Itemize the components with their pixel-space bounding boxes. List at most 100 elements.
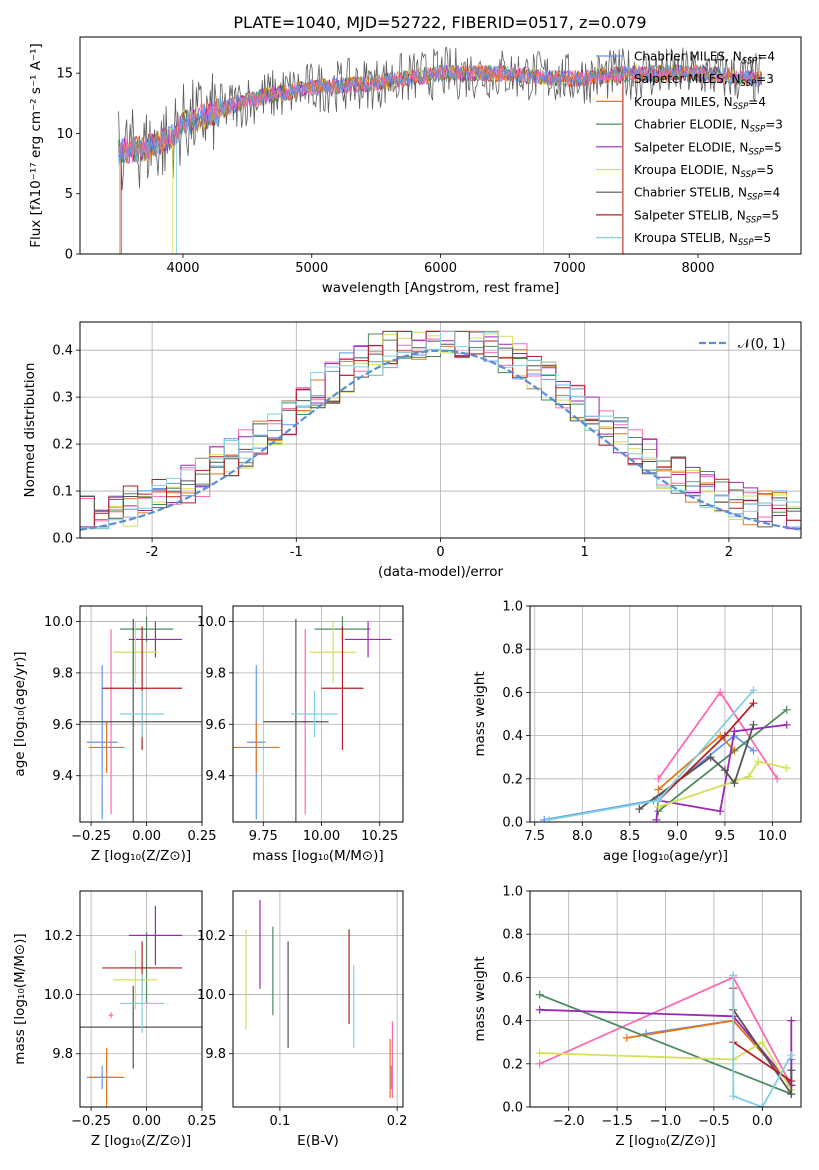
weight-marker xyxy=(635,805,644,814)
weight-marker xyxy=(782,720,791,729)
line-group xyxy=(535,971,796,1107)
chart-age-vs-mass: 9.75 10.00 10.25 9.4 9.6 9.8 10.0 mass [log₁₀(M… xyxy=(197,605,404,864)
weight-marker xyxy=(535,1059,544,1068)
weight-marker xyxy=(749,746,758,755)
x-axis-label: Z [log₁₀(Z/Z⊙)] xyxy=(615,1133,715,1149)
weight-marker xyxy=(535,1005,544,1014)
y-tick-label: 0.4 xyxy=(502,1014,523,1029)
plot-frame xyxy=(232,890,404,1108)
y-tick-label: 9.6 xyxy=(205,718,226,733)
histogram-series xyxy=(80,330,801,530)
weight-marker xyxy=(787,1090,796,1099)
y-tick-label: 0.3 xyxy=(52,391,73,406)
y-tick-label: 9.4 xyxy=(205,769,226,784)
weight-marker xyxy=(787,1077,796,1086)
y-tick-label: 10.2 xyxy=(197,929,226,944)
y-tick-label: 0 xyxy=(65,248,73,263)
x-tick-label: 10.0 xyxy=(758,829,787,844)
y-tick-label: 0.2 xyxy=(502,1057,523,1072)
spectrum-lines xyxy=(118,46,763,254)
x-tick-label: 9.75 xyxy=(249,829,278,844)
x-tick-label: −0.25 xyxy=(71,1114,111,1129)
legend-label: Kroupa MILES, NSSP=4 xyxy=(634,95,766,112)
x-tick-label: 6000 xyxy=(424,261,457,276)
weight-marker xyxy=(652,815,661,822)
weight-marker xyxy=(787,1051,796,1060)
figure-title: PLATE=1040, MJD=52722, FIBERID=0517, z=0… xyxy=(233,13,646,32)
legend-label: Salpeter ELODIE, NSSP=5 xyxy=(634,140,782,157)
weight-line xyxy=(657,702,755,802)
legend-label: Salpeter STELIB, NSSP=5 xyxy=(634,208,779,225)
weight-marker xyxy=(744,772,753,781)
y-tick-label: 9.8 xyxy=(52,666,73,681)
weight-marker xyxy=(754,757,763,766)
x-tick-label: 0.2 xyxy=(387,1114,408,1129)
weight-marker xyxy=(545,815,554,822)
weight-marker xyxy=(749,720,758,729)
y-tick-label: 0.2 xyxy=(52,438,73,453)
y-tick-label: 0.2 xyxy=(502,772,523,787)
weight-marker xyxy=(758,1103,767,1107)
plot-frame xyxy=(232,605,404,823)
weight-line xyxy=(626,1019,792,1087)
weight-line xyxy=(658,760,787,808)
x-tick-label: 0.25 xyxy=(188,1114,217,1129)
y-axis-label: mass [log₁₀(M/M⊙)] xyxy=(12,933,28,1064)
y-tick-label: 0.4 xyxy=(502,729,523,744)
weight-marker xyxy=(654,796,663,805)
weight-line xyxy=(544,734,755,821)
y-tick-label: 10.0 xyxy=(197,988,226,1003)
y-tick-label: 0.6 xyxy=(502,686,523,701)
x-tick-label: 10.25 xyxy=(361,829,398,844)
weight-marker xyxy=(654,774,663,783)
y-tick-label: 0.0 xyxy=(502,816,523,831)
y-tick-label: 5 xyxy=(65,187,73,202)
x-tick-label: 9.0 xyxy=(667,829,688,844)
x-tick-label: 0.0 xyxy=(752,1114,773,1129)
normal-curve xyxy=(80,349,801,531)
legend-label: Chabrier MILES, NSSP=4 xyxy=(634,50,775,67)
legend-label: Salpeter MILES, NSSP=3 xyxy=(634,72,774,89)
y-tick-label: 9.8 xyxy=(205,666,226,681)
y-tick-label: 0.8 xyxy=(502,928,523,943)
x-tick-label: 10.00 xyxy=(303,829,340,844)
errorbar-group xyxy=(233,616,392,822)
plot-frame xyxy=(79,890,203,1108)
x-tick-label: 5000 xyxy=(295,261,328,276)
x-tick-label: 2 xyxy=(725,545,733,560)
x-tick-label: -1 xyxy=(290,545,303,560)
x-tick-label: 1 xyxy=(581,545,589,560)
plot-frame xyxy=(79,605,203,823)
chart-mass-vs-z: −0.25 0.00 0.25 9.8 10.0 10.2 Z [log₁₀(Z/Z⊙)] m… xyxy=(12,890,217,1149)
x-tick-label: −2.0 xyxy=(553,1114,585,1129)
x-tick-label: 8.5 xyxy=(619,829,640,844)
y-tick-label: 10 xyxy=(56,127,73,142)
y-tick-label: 1.0 xyxy=(502,885,523,900)
x-tick-label: −1.5 xyxy=(601,1114,633,1129)
x-tick-label: 8.0 xyxy=(572,829,593,844)
chart-age-vs-z: −0.25 0.00 0.25 9.4 9.6 9.8 10.0 Z [log₁₀(Z/Z⊙)… xyxy=(12,605,217,864)
legend-label: Kroupa ELODIE, NSSP=5 xyxy=(634,163,774,180)
x-tick-label: 0 xyxy=(436,545,444,560)
y-tick-label: 10.0 xyxy=(44,988,73,1003)
spectrum-line xyxy=(118,63,763,164)
y-tick-label: 9.6 xyxy=(52,718,73,733)
y-axis-label: age [log₁₀(age/yr)] xyxy=(12,651,28,776)
y-tick-label: 10.2 xyxy=(44,929,73,944)
x-tick-label: 0.25 xyxy=(188,829,217,844)
weight-marker xyxy=(730,779,739,788)
x-axis-label: mass [log₁₀(M/M⊙)] xyxy=(252,848,383,864)
y-axis-label: mass weight xyxy=(472,671,488,756)
spectrum-line xyxy=(118,63,763,254)
x-tick-label: −0.25 xyxy=(71,829,111,844)
spectrum-line xyxy=(118,64,763,254)
x-axis-label: wavelength [Angstrom, rest frame] xyxy=(322,280,560,296)
x-tick-label: 7.5 xyxy=(524,829,545,844)
spectrum-line xyxy=(118,63,763,254)
legend-label: Chabrier STELIB, NSSP=4 xyxy=(634,186,780,203)
weight-marker xyxy=(716,807,725,816)
chart-residuals: -2 -1 0 1 2 0.0 0.1 0.2 0.3 0.4 (data-model)/error… xyxy=(22,321,802,580)
y-tick-label: 9.8 xyxy=(205,1047,226,1062)
chart-weight-vs-z: −2.0 −1.5 −1.0 −0.5 0.0 0.0 0.2 0.4 0.6 0.8 1.0 Z [… xyxy=(472,885,802,1149)
